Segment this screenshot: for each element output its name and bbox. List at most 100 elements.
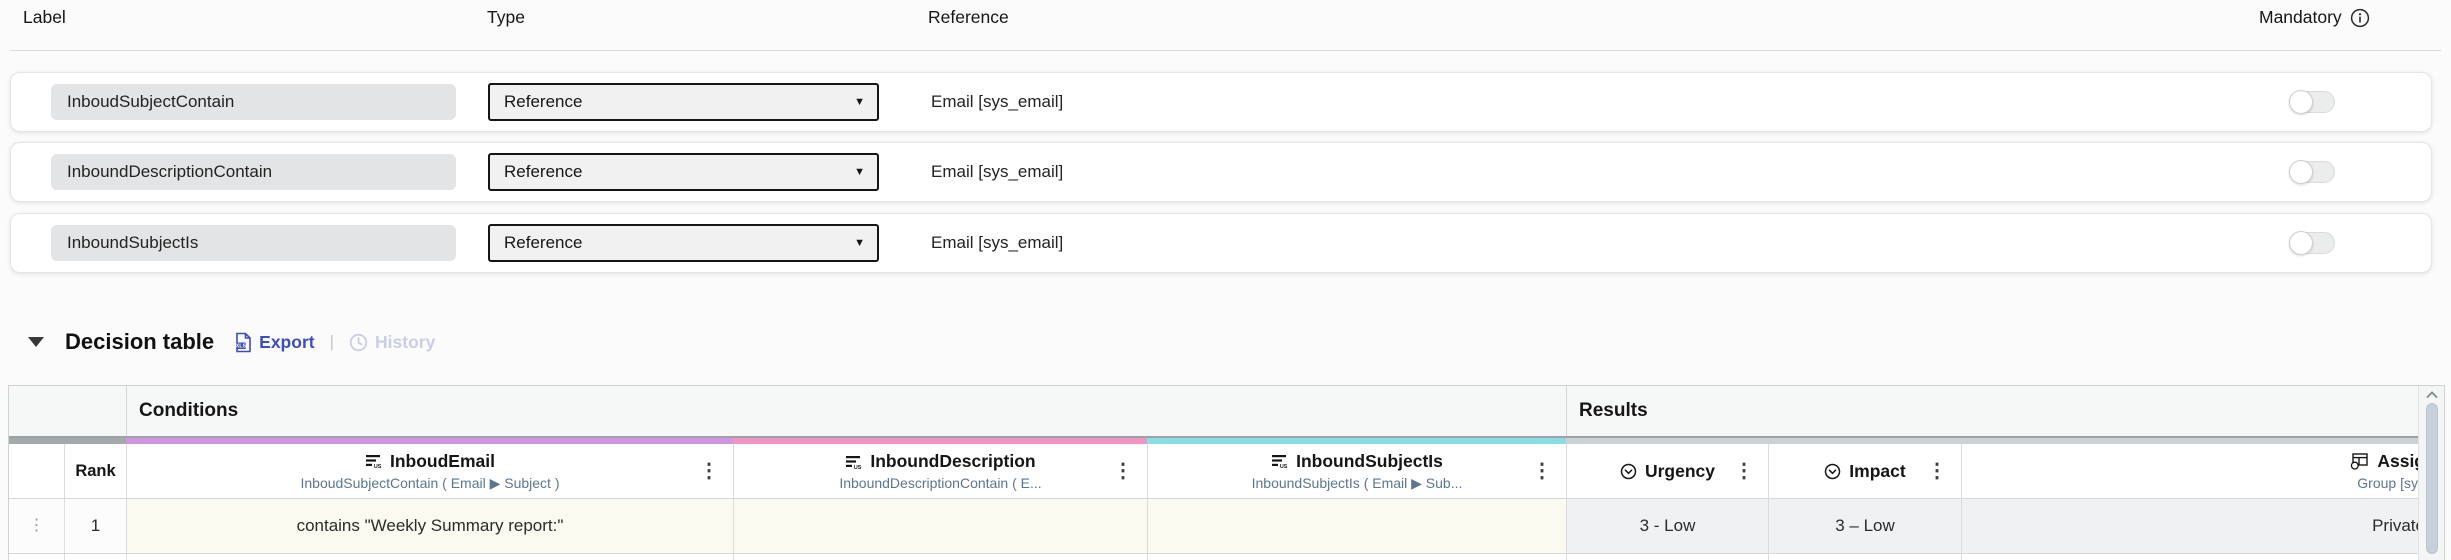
- field-row-card: InboundSubjectIs Reference ▼ Email [sys_…: [10, 213, 2432, 273]
- cell-urgency: [1566, 554, 1768, 560]
- cell-assignment-group: [1961, 554, 2418, 560]
- column-title: Impact: [1849, 460, 1906, 481]
- column-header-row: Rank US InboudEmail InboudSubjectContain…: [9, 444, 2444, 499]
- field-label-value: InboundSubjectIs: [67, 233, 199, 252]
- stripe-inbound-subject-is: [1147, 438, 1566, 444]
- cell-value: contains "Weekly Summary report:": [296, 516, 564, 535]
- column-title: InboudEmail: [390, 450, 495, 471]
- group-header-row: Conditions Results: [9, 386, 2444, 438]
- fields-header-reference: Reference: [928, 7, 1009, 27]
- collapse-triangle-icon[interactable]: [28, 337, 44, 347]
- column-title: Assig: [2377, 451, 2418, 471]
- reference-value-text: Email [sys_email]: [931, 233, 1064, 252]
- column-header-assignment-group[interactable]: Assig Group [sys: [1961, 444, 2418, 498]
- cell-inboud-email[interactable]: contains "Weekly Summary report:": [126, 499, 733, 553]
- kebab-menu-icon[interactable]: ⋮: [1734, 460, 1754, 482]
- rank-header-label: Rank: [75, 461, 116, 480]
- stripe-inboud-email: [126, 438, 733, 444]
- column-header-impact[interactable]: Impact ⋮: [1768, 444, 1961, 498]
- type-select[interactable]: Reference ▼: [488, 224, 879, 262]
- partial-next-row: [9, 554, 2444, 560]
- translated-string-icon: US: [365, 453, 382, 469]
- vertical-scrollbar[interactable]: [2418, 386, 2444, 560]
- decision-table: Conditions Results Rank: [8, 385, 2445, 560]
- column-header-inboud-email[interactable]: US InboudEmail InboudSubjectContain ( Em…: [126, 444, 733, 498]
- field-label-input[interactable]: InboundSubjectIs: [51, 225, 456, 261]
- cell-assignment-group[interactable]: Private: [1961, 499, 2418, 553]
- cell-urgency[interactable]: 3 - Low: [1566, 499, 1768, 553]
- mandatory-toggle[interactable]: [2289, 231, 2335, 255]
- cell-inbound-description[interactable]: [733, 499, 1147, 553]
- cell-impact[interactable]: 3 – Low: [1768, 499, 1961, 553]
- field-label-value: InboundDescriptionContain: [67, 162, 273, 181]
- group-header-conditions: Conditions: [126, 386, 1566, 436]
- conditions-label: Conditions: [139, 400, 239, 421]
- xls-file-icon: XLS: [235, 332, 252, 353]
- info-icon[interactable]: [2350, 8, 2370, 28]
- column-header-inbound-subject-is[interactable]: US InboundSubjectIs InboundSubjectIs ( E…: [1147, 444, 1566, 498]
- row-drag-handle[interactable]: [9, 554, 64, 560]
- field-row-card: InboundDescriptionContain Reference ▼ Em…: [10, 142, 2432, 202]
- field-label-input[interactable]: InboudSubjectContain: [51, 84, 456, 120]
- type-select-value: Reference: [504, 233, 583, 252]
- fields-header-type: Type: [487, 7, 525, 27]
- column-subtitle: Group [sys: [2357, 475, 2418, 491]
- column-title: InboundSubjectIs: [1296, 450, 1443, 471]
- stripe-results: [1566, 438, 2444, 444]
- decision-table-section-header: Decision table XLS Export |: [28, 327, 435, 357]
- fields-header-label: Label: [23, 7, 66, 27]
- rank-cell: 1: [64, 499, 126, 553]
- cell-value: Private: [2372, 516, 2418, 535]
- type-select[interactable]: Reference ▼: [488, 153, 879, 191]
- rank-value: 1: [90, 516, 101, 535]
- field-label-input[interactable]: InboundDescriptionContain: [51, 154, 456, 190]
- row-drag-handle[interactable]: ⋮: [9, 499, 64, 553]
- kebab-menu-icon[interactable]: ⋮: [699, 460, 719, 482]
- type-select[interactable]: Reference ▼: [488, 83, 879, 121]
- scrollbar-thumb[interactable]: [2426, 403, 2438, 554]
- rank-cell: [64, 554, 126, 560]
- table-row: ⋮ 1 contains "Weekly Summary report:" 3 …: [9, 499, 2444, 554]
- kebab-menu-icon[interactable]: ⋮: [1532, 460, 1552, 482]
- drag-column-header: [9, 444, 64, 498]
- mandatory-toggle[interactable]: [2289, 90, 2335, 114]
- cell-impact: [1768, 554, 1961, 560]
- column-subtitle: InboudSubjectContain ( Email ▶ Subject ): [300, 474, 560, 491]
- field-label-value: InboudSubjectContain: [67, 92, 235, 111]
- drag-handle-icon: ⋮: [28, 517, 45, 534]
- fields-header-mandatory: Mandatory: [2259, 7, 2370, 28]
- reference-value: Email [sys_email]: [931, 73, 1063, 131]
- section-title: Decision table: [65, 329, 215, 354]
- cell-inbound-subject-is[interactable]: [1147, 499, 1566, 553]
- cell-value: 3 – Low: [1835, 516, 1895, 535]
- column-subtitle: InboundDescriptionContain ( E...: [839, 475, 1042, 491]
- type-select-value: Reference: [504, 92, 583, 111]
- cell-inboud-email: [126, 554, 733, 560]
- group-header-results: Results: [1566, 386, 2444, 436]
- choice-list-icon: [1620, 463, 1637, 480]
- fields-header-mandatory-label: Mandatory: [2259, 7, 2342, 27]
- chevron-down-icon: ▼: [854, 166, 865, 178]
- choice-list-icon: [1824, 463, 1841, 480]
- translated-string-icon: US: [845, 454, 862, 470]
- kebab-menu-icon[interactable]: ⋮: [1113, 460, 1133, 482]
- chevron-down-icon: ▼: [854, 237, 865, 249]
- separator: |: [329, 332, 335, 351]
- cell-inbound-subject-is: [1147, 554, 1566, 560]
- kebab-menu-icon[interactable]: ⋮: [1927, 460, 1947, 482]
- type-select-value: Reference: [504, 162, 583, 181]
- toggle-knob: [2289, 160, 2313, 184]
- export-button[interactable]: XLS Export: [235, 331, 315, 353]
- scroll-up-icon[interactable]: [2425, 389, 2439, 401]
- export-label: Export: [259, 331, 315, 352]
- rank-column-header: Rank: [64, 444, 126, 498]
- reference-value-text: Email [sys_email]: [931, 162, 1064, 181]
- history-button[interactable]: History: [349, 332, 435, 353]
- column-header-urgency[interactable]: Urgency ⋮: [1566, 444, 1768, 498]
- history-label: History: [375, 331, 436, 352]
- column-header-inbound-description[interactable]: US InboundDescription InboundDescription…: [733, 444, 1147, 498]
- reference-value: Email [sys_email]: [931, 143, 1063, 201]
- history-clock-icon: [349, 333, 368, 352]
- mandatory-toggle[interactable]: [2289, 160, 2335, 184]
